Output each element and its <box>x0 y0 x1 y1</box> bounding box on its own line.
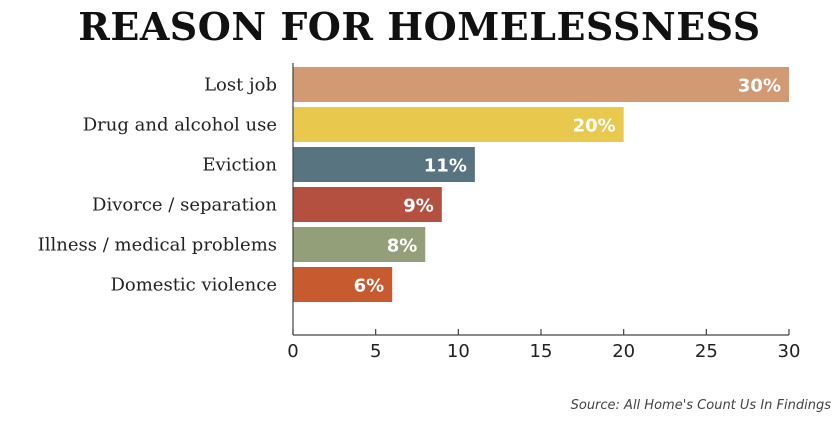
value-label-domestic-violence: 6% <box>354 276 385 297</box>
x-tick-label-25: 25 <box>695 341 718 362</box>
category-label-illness-medical-problems: Illness / medical problems <box>38 235 277 256</box>
chart-title: REASON FOR HOMELESSNESS <box>78 4 761 49</box>
category-label-drug-and-alcohol-use: Drug and alcohol use <box>83 115 277 136</box>
category-label-domestic-violence: Domestic violence <box>110 275 277 296</box>
value-label-divorce-separation: 9% <box>403 196 434 217</box>
bar-domestic-violence <box>293 267 393 302</box>
x-tick-label-20: 20 <box>612 341 635 362</box>
x-tick-label-10: 10 <box>447 341 470 362</box>
x-tick-label-30: 30 <box>778 341 801 362</box>
bar-drug-and-alcohol-use <box>293 107 624 142</box>
source-note: Source: All Home's Count Us In Findings <box>570 398 831 413</box>
value-label-illness-medical-problems: 8% <box>387 236 418 257</box>
bar-divorce-separation <box>293 187 442 222</box>
bar-eviction <box>293 147 475 182</box>
value-label-drug-and-alcohol-use: 20% <box>573 116 616 137</box>
category-label-lost-job: Lost job <box>204 75 277 96</box>
bar-illness-medical-problems <box>293 227 426 262</box>
x-tick-label-5: 5 <box>370 341 381 362</box>
value-label-eviction: 11% <box>424 156 467 177</box>
category-label-divorce-separation: Divorce / separation <box>92 195 277 216</box>
x-tick-label-15: 15 <box>530 341 553 362</box>
value-label-lost-job: 30% <box>738 76 781 97</box>
category-label-eviction: Eviction <box>202 155 277 176</box>
bar-lost-job <box>293 67 789 102</box>
x-tick-label-0: 0 <box>287 341 298 362</box>
